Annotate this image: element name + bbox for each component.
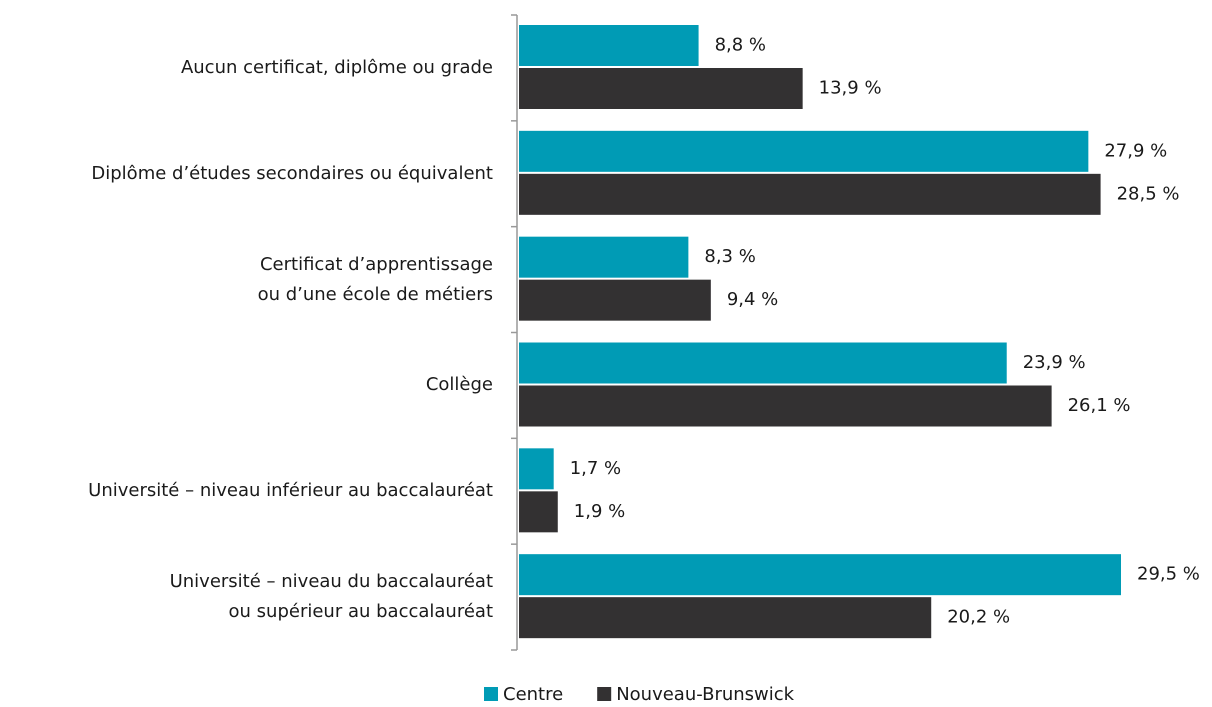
legend-label: Centre [503, 684, 563, 705]
value-label: 28,5 % [1117, 183, 1180, 204]
legend-swatch [484, 687, 498, 701]
bar [519, 385, 1052, 427]
category-label: Aucun certificat, diplôme ou grade [180, 56, 493, 78]
bar [519, 25, 699, 66]
category-label: Diplôme d’études secondaires ou équivale… [91, 162, 493, 184]
value-label: 8,8 % [715, 35, 766, 56]
legend-label: Nouveau-Brunswick [616, 684, 794, 705]
value-label: 27,9 % [1104, 140, 1167, 161]
bar [519, 279, 711, 321]
value-label: 23,9 % [1023, 352, 1086, 373]
bar [519, 554, 1121, 596]
category-label: Université – niveau du baccalauréat ou s… [169, 571, 493, 623]
value-label: 29,5 % [1137, 564, 1200, 585]
bar [519, 236, 689, 278]
category-label: Certificat d’apprentissage ou d’une écol… [257, 253, 493, 305]
bar [519, 342, 1007, 384]
bar [519, 68, 803, 109]
bar [519, 491, 558, 533]
bar [519, 173, 1101, 215]
category-label: Université – niveau inférieur au baccala… [88, 480, 493, 502]
value-label: 26,1 % [1068, 395, 1131, 416]
legend-swatch [597, 687, 612, 701]
value-label: 8,3 % [704, 246, 755, 267]
bar [519, 597, 932, 639]
value-label: 13,9 % [819, 78, 882, 99]
category-label: Collège [425, 374, 493, 396]
value-label: 20,2 % [947, 607, 1010, 628]
value-label: 1,9 % [574, 501, 625, 522]
value-label: 9,4 % [727, 289, 778, 310]
value-label: 1,7 % [570, 458, 621, 479]
bar [519, 448, 554, 490]
bar [519, 130, 1089, 172]
